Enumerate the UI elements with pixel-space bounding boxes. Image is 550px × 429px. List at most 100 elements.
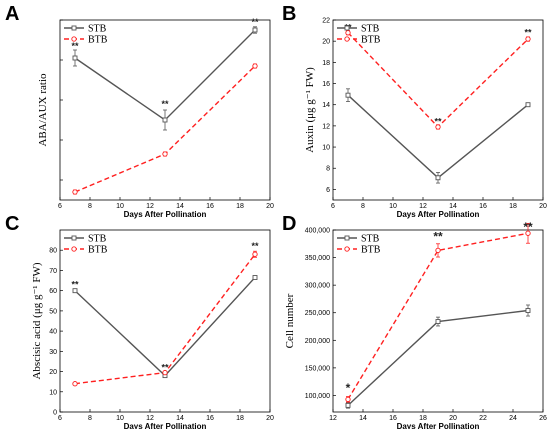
legend-marker	[71, 246, 77, 252]
y-tick-label: 12	[322, 123, 330, 130]
legend-label-stb: STB	[88, 24, 107, 35]
x-tick-label: 12	[329, 415, 337, 422]
data-point-btb	[525, 36, 531, 42]
data-point-stb	[345, 92, 351, 98]
x-tick-label: 18	[236, 415, 244, 422]
legend-marker	[344, 36, 350, 42]
x-tick-label: 20	[449, 415, 457, 422]
legend-label-btb: BTB	[361, 245, 381, 256]
data-point-btb	[162, 151, 168, 157]
plot-frame	[59, 229, 271, 413]
significance-marker: **	[161, 99, 169, 109]
significance-marker: **	[161, 363, 169, 373]
panel-a: A 6 8 10 12 14 16 18 20 Days After Pollination ABA…	[5, 3, 274, 219]
panel-letter: A	[5, 3, 19, 25]
data-point-stb	[525, 308, 531, 313]
panel-letter: C	[5, 213, 19, 235]
x-tick-label: 8	[88, 415, 92, 422]
y-tick-label: 250,000	[305, 310, 330, 317]
plot-frame	[332, 229, 544, 413]
series-line-btb	[347, 32, 529, 128]
panel-d: D 12 14 16 18 20 22 24 26 100,000 150,000 200,000 25…	[282, 213, 547, 429]
y-tick-label: 8	[326, 166, 330, 173]
y-tick-label: 20	[322, 39, 330, 46]
significance-marker: **	[71, 41, 79, 51]
legend-marker	[344, 25, 350, 31]
y-tick-label: 30	[49, 349, 57, 356]
data-point-btb	[162, 369, 168, 376]
x-tick-label: 18	[509, 203, 517, 210]
y-tick-label: 20	[49, 369, 57, 376]
x-tick-label: 10	[116, 203, 124, 210]
y-axis-label: Auxin (μg g⁻¹ FW)	[304, 67, 316, 153]
y-axis-label: Abscisic acid (μg g⁻¹ FW)	[31, 262, 43, 379]
data-point-btb	[435, 124, 441, 130]
y-tick-label: 400,000	[305, 228, 330, 235]
legend-label-stb: STB	[361, 234, 380, 245]
x-tick-label: 18	[419, 415, 427, 422]
legend-label-btb: BTB	[88, 245, 108, 256]
legend-marker	[344, 235, 350, 241]
y-tick-label: 40	[49, 329, 57, 336]
significance-marker: **	[524, 28, 532, 38]
x-tick-label: 6	[331, 203, 335, 210]
x-axis-label: Days After Pollination	[124, 422, 207, 429]
significance-marker: **	[251, 241, 259, 251]
y-axis-label: ABA/AUX ratio	[37, 73, 49, 147]
data-point-btb	[72, 189, 78, 195]
y-tick-label: 150,000	[305, 365, 330, 372]
x-tick-label: 16	[206, 415, 214, 422]
series-line-stb	[74, 277, 256, 377]
panel-b: B 6 8 10 12 14 16 18 20 6 8 10 12 14 16 18 20 22 Days Afte…	[282, 3, 547, 219]
x-tick-label: 14	[449, 203, 457, 210]
y-tick-label: 18	[322, 60, 330, 67]
x-tick-label: 24	[509, 415, 517, 422]
data-point-stb	[345, 402, 351, 408]
y-tick-label: 6	[326, 187, 330, 194]
data-point-stb	[162, 117, 168, 123]
data-point-stb	[72, 288, 78, 294]
x-tick-label: 20	[539, 203, 547, 210]
x-tick-label: 8	[361, 203, 365, 210]
significance-marker: **	[71, 280, 79, 290]
data-point-btb	[525, 230, 531, 236]
data-point-stb	[72, 55, 78, 61]
y-tick-label: 22	[322, 18, 330, 25]
y-tick-label: 80	[49, 248, 57, 255]
significance-marker: **	[434, 117, 442, 127]
y-tick-label: 10	[322, 145, 330, 152]
x-tick-label: 6	[58, 203, 62, 210]
data-point-btb	[345, 30, 351, 36]
y-axis-label: Cell number	[284, 293, 296, 348]
legend-marker	[71, 235, 77, 241]
significance-marker: **	[251, 17, 259, 27]
y-tick-label: 100,000	[305, 393, 330, 400]
data-point-stb	[435, 175, 441, 181]
y-tick-label: 200,000	[305, 338, 330, 345]
panel-letter: D	[282, 213, 296, 235]
y-tick-label: 60	[49, 288, 57, 295]
x-tick-label: 16	[479, 203, 487, 210]
data-point-btb	[435, 247, 441, 254]
panel-c: C 6 8 10 12 14 16 18 20 0 10 20 30 40 50 60 70 80 Days Aft…	[5, 213, 274, 429]
x-tick-label: 16	[389, 415, 397, 422]
panel-letter: B	[282, 3, 296, 25]
significance-marker: **	[523, 220, 533, 234]
x-tick-label: 6	[58, 415, 62, 422]
x-tick-label: 12	[419, 203, 427, 210]
data-point-stb	[435, 319, 441, 325]
x-tick-label: 18	[236, 203, 244, 210]
x-tick-label: 20	[266, 203, 274, 210]
data-point-stb	[525, 102, 531, 108]
y-tick-label: 50	[49, 308, 57, 315]
y-tick-label: 300,000	[305, 283, 330, 290]
x-tick-label: 8	[88, 203, 92, 210]
x-tick-label: 16	[206, 203, 214, 210]
y-tick-label: 14	[322, 102, 330, 109]
data-point-btb	[72, 381, 78, 387]
y-tick-label: 350,000	[305, 255, 330, 262]
legend-marker	[344, 246, 350, 252]
data-point-stb	[252, 275, 258, 280]
legend-label-stb: STB	[361, 24, 380, 35]
